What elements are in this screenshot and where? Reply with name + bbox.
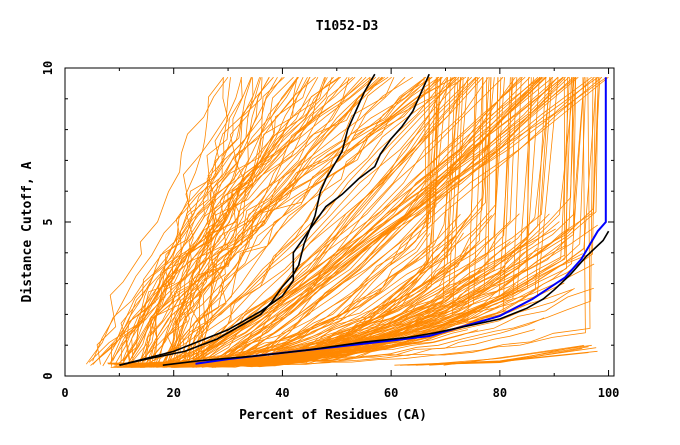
background-model-line-161 [127, 214, 461, 368]
background-model-line-33 [123, 77, 278, 362]
background-model-line-28 [102, 76, 374, 367]
background-model-line-220 [189, 76, 484, 365]
background-model-line-219 [173, 76, 564, 365]
background-model-line-211 [209, 76, 609, 365]
axes: 0 20 40 60 80 100 0 5 10 [41, 61, 619, 400]
background-model-line-182 [219, 76, 546, 365]
background-model-line-49 [182, 76, 440, 362]
x-tick-label: 60 [384, 386, 398, 400]
background-model-line-222 [205, 76, 478, 364]
background-model-line-57 [167, 77, 310, 363]
background-model-line-69 [164, 76, 380, 362]
background-model-line-185 [209, 76, 566, 365]
background-model-line-173 [197, 77, 529, 366]
background-model-line-169 [177, 77, 577, 366]
background-model-line-61 [188, 77, 371, 362]
background-model-line-68 [92, 76, 389, 365]
background-model-line-62 [128, 76, 467, 365]
background-model-line-67 [145, 76, 433, 361]
highlighted-series [119, 73, 610, 366]
background-model-line-20 [185, 76, 371, 364]
background-model-line-199 [162, 76, 541, 365]
background-model-line-214 [248, 76, 516, 365]
background-model-line-56 [138, 76, 455, 363]
background-model-line-205 [215, 76, 523, 365]
background-model-line-215 [148, 76, 460, 365]
x-tick-label: 0 [61, 386, 68, 400]
background-model-line-206 [146, 76, 448, 365]
background-model-line-23 [193, 77, 260, 365]
background-model-line-27 [162, 77, 252, 363]
y-tick-label: 5 [41, 218, 55, 225]
x-tick-label: 20 [166, 386, 180, 400]
background-model-line-5 [155, 76, 385, 365]
background-model-line-35 [96, 76, 229, 365]
background-model-line-204 [176, 76, 564, 365]
background-model-line-66 [125, 76, 294, 363]
y-tick-label: 0 [41, 372, 55, 379]
background-model-line-54 [151, 77, 242, 364]
background-model-line-51 [145, 77, 231, 364]
background-model-line-55 [167, 76, 354, 364]
series-model-black-b [119, 73, 376, 366]
background-model-line-34 [189, 77, 229, 366]
x-axis-label: Percent of Residues (CA) [239, 408, 427, 423]
background-model-line-216 [238, 76, 541, 365]
background-model-line-8 [167, 76, 299, 361]
background-model-line-7 [125, 76, 283, 365]
y-tick-label: 10 [41, 61, 55, 75]
background-model-line-213 [233, 77, 470, 364]
background-model-line-194 [206, 76, 570, 365]
background-model-line-181 [210, 76, 564, 365]
background-model-line-65 [141, 76, 224, 363]
background-model-line-43 [85, 76, 340, 365]
background-model-line-48 [109, 76, 274, 364]
background-model-line-186 [156, 76, 463, 364]
background-model-line-164 [214, 77, 570, 368]
y-axis-label: Distance Cutoff, A [20, 161, 35, 302]
background-model-line-21 [120, 77, 326, 367]
background-model-line-31 [144, 77, 243, 362]
background-model-line-50 [129, 76, 426, 365]
background-model-line-64 [95, 76, 356, 362]
background-model-line-209 [192, 76, 457, 364]
background-model-line-60 [177, 76, 270, 362]
series-model-black-a [162, 230, 610, 366]
background-model-line-47 [115, 76, 316, 367]
background-model-line-203 [164, 76, 480, 365]
background-model-line-232 [407, 345, 585, 366]
background-model-line-165 [122, 77, 432, 367]
background-model-line-195 [181, 76, 504, 365]
background-model-line-221 [223, 76, 577, 365]
background-model-line-85 [171, 77, 574, 368]
background-model-line-208 [191, 76, 521, 365]
x-tick-label: 80 [493, 386, 507, 400]
background-model-line-42 [171, 77, 298, 366]
background-model-lines [85, 76, 609, 368]
series-model-black-c [119, 73, 430, 366]
chart-title: T1052-D3 [316, 19, 379, 34]
background-model-line-178 [218, 77, 478, 367]
background-model-line-179 [129, 77, 599, 366]
x-tick-label: 40 [275, 386, 289, 400]
background-model-line-59 [90, 76, 341, 366]
background-model-line-9 [163, 77, 263, 367]
background-model-line-37 [158, 76, 383, 367]
background-model-line-154 [215, 240, 566, 368]
background-model-line-39 [192, 76, 431, 362]
x-tick-label: 100 [598, 386, 620, 400]
background-model-line-45 [193, 76, 456, 362]
background-model-line-196 [195, 76, 472, 364]
background-model-line-0 [92, 77, 304, 362]
background-model-line-230 [443, 345, 584, 366]
background-model-line-14 [122, 77, 254, 361]
